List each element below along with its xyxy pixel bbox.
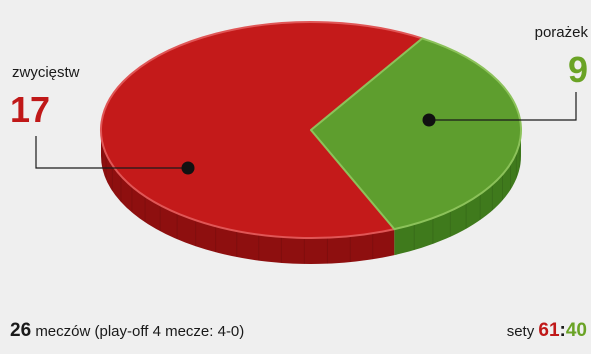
sets-summary: sety 61:40 [507,320,587,342]
loss-leader-line [429,92,577,121]
loss-slice-value: 9 [568,49,588,90]
win-leader-line [35,136,188,169]
matches-text: meczów (play-off 4 mecze: 4-0) [35,323,245,340]
sets-lost: 40 [565,320,587,341]
matches-count: 26 [10,320,32,341]
loss-slice [310,37,522,231]
win-slice [100,21,424,239]
win-slice-value: 17 [10,89,50,130]
sets-won: 61 [538,320,560,341]
matches-summary: 26 meczów (play-off 4 mecze: 4-0) [10,320,244,342]
sets-label: sety [506,323,535,340]
win-slice-label: zwycięstw [12,64,80,81]
sets-separator: : [559,320,566,341]
loss-marker [422,113,436,127]
pie-side-layer [101,130,521,264]
leader-lines [35,92,577,175]
win-marker [181,161,195,175]
loss-slice-label: porażek [535,24,589,41]
win-slice-side [101,130,395,264]
loss-slice-side [394,130,521,256]
pie-top-layer [100,21,522,239]
